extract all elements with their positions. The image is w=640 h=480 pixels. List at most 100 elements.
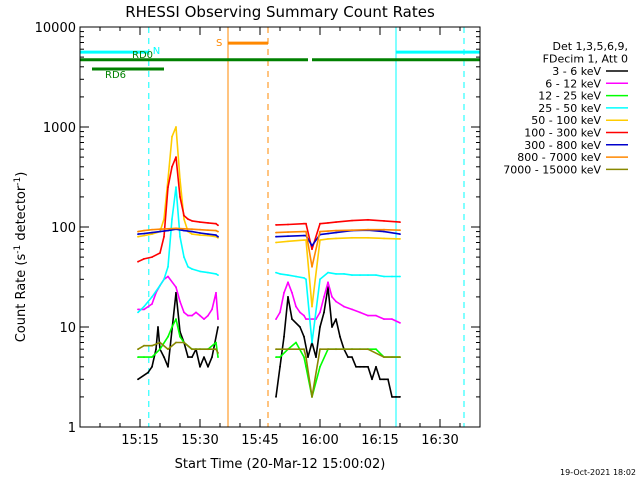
series-1-point	[167, 275, 169, 278]
series-8-segment-1	[276, 348, 400, 398]
series-7-point	[399, 229, 401, 232]
series-0-point	[335, 318, 337, 320]
series-1-point	[391, 318, 393, 320]
series-5-point	[305, 222, 307, 225]
y-tick-label: 100	[51, 221, 76, 236]
series-5-point	[143, 258, 145, 260]
series-5-point	[191, 220, 193, 222]
series-5-point	[287, 223, 289, 226]
series-3-point	[319, 278, 321, 281]
series-0-point	[187, 356, 189, 358]
series-7-point	[175, 227, 177, 230]
x-tick-label: 15:15	[121, 433, 158, 448]
series-1-point	[283, 291, 285, 294]
series-1-point	[335, 300, 337, 303]
series-7-point	[191, 228, 193, 231]
series-6-point	[159, 230, 161, 233]
series-6-point	[191, 230, 193, 233]
y-tick-label: 10000	[35, 21, 76, 36]
series-5-point	[187, 218, 189, 221]
series-0-point	[275, 396, 277, 398]
series-1-point	[137, 308, 139, 311]
series-3-point	[143, 305, 145, 308]
series-0-point	[379, 378, 381, 381]
series-3-point	[137, 311, 139, 314]
series-1-point	[191, 314, 193, 317]
series-8-point	[303, 348, 305, 351]
series-0-point	[367, 365, 369, 368]
series-5-point	[399, 221, 401, 224]
x-tick-label: 16:30	[421, 433, 458, 448]
series-0-point	[395, 396, 397, 398]
series-4-point	[335, 237, 337, 240]
series-2-point	[137, 356, 139, 358]
series-7-point	[159, 228, 161, 231]
series-0-point	[175, 291, 177, 294]
flag-RD6-label: RD6	[105, 70, 126, 81]
series-7-point	[311, 265, 313, 268]
series-5-point	[175, 156, 177, 159]
series-1-point	[207, 314, 209, 317]
series-3-point	[199, 270, 201, 273]
series-0-point	[211, 356, 213, 358]
series-1-point	[215, 291, 217, 294]
series-3-segment-1	[275, 271, 400, 344]
series-4-point	[167, 178, 169, 181]
series-0-point	[347, 356, 349, 358]
series-7-point	[305, 230, 307, 233]
series-3-point	[399, 275, 401, 278]
series-2-point	[143, 356, 145, 358]
series-6-point	[215, 234, 217, 237]
series-4-point	[287, 240, 289, 243]
series-8-point	[217, 352, 219, 354]
series-5-point	[183, 214, 185, 217]
series-4	[137, 126, 401, 308]
series-3-point	[207, 271, 209, 274]
series-0-point	[387, 378, 389, 381]
flag-N-label: N	[153, 46, 160, 57]
series-7-point	[367, 228, 369, 231]
series-6-point	[399, 233, 401, 236]
series-5-point	[179, 196, 181, 198]
series-0-point	[163, 356, 165, 358]
x-tick-label: 15:45	[241, 433, 278, 448]
series-7-point	[207, 229, 209, 232]
series-2-segment-1	[276, 341, 400, 398]
series-2-point	[375, 348, 377, 351]
y-axis-label-end: )	[14, 172, 29, 177]
series-0-point	[147, 371, 149, 374]
series-8-point	[275, 348, 277, 351]
series-3-point	[183, 256, 185, 258]
series-2-point	[279, 356, 281, 358]
series-7-point	[287, 231, 289, 234]
flag-layer: N S RD0 RD6	[80, 38, 480, 81]
series-8-point	[367, 348, 369, 351]
series-1-segment-1	[275, 281, 401, 324]
series-1-point	[279, 311, 281, 314]
series-5-segment-1	[275, 219, 401, 250]
series-0-point	[307, 356, 309, 358]
series-3-point	[303, 277, 305, 279]
series-1	[137, 275, 401, 324]
series-4-point	[319, 239, 321, 242]
series-0-point	[217, 326, 219, 328]
series-6-point	[311, 244, 313, 247]
series-3-point	[287, 274, 289, 276]
series-0-point	[207, 365, 209, 368]
series-3-point	[367, 274, 369, 276]
flag-RD0-label: RD0	[132, 50, 153, 61]
series-5-point	[311, 248, 313, 251]
series-2-point	[171, 326, 173, 328]
series-4-point	[275, 241, 277, 244]
series-1-point	[327, 281, 329, 284]
series-7-point	[137, 230, 139, 233]
series-6-point	[183, 229, 185, 232]
series-7-segment-0	[137, 227, 219, 233]
legend-header-0: Det 1,3,5,6,9,	[552, 40, 628, 53]
series-2-point	[151, 356, 153, 358]
series-3-point	[215, 273, 217, 275]
series-3-point	[191, 268, 193, 270]
series-3-point	[275, 271, 277, 274]
series-3-point	[167, 265, 169, 268]
series-4-segment-1	[275, 237, 401, 308]
